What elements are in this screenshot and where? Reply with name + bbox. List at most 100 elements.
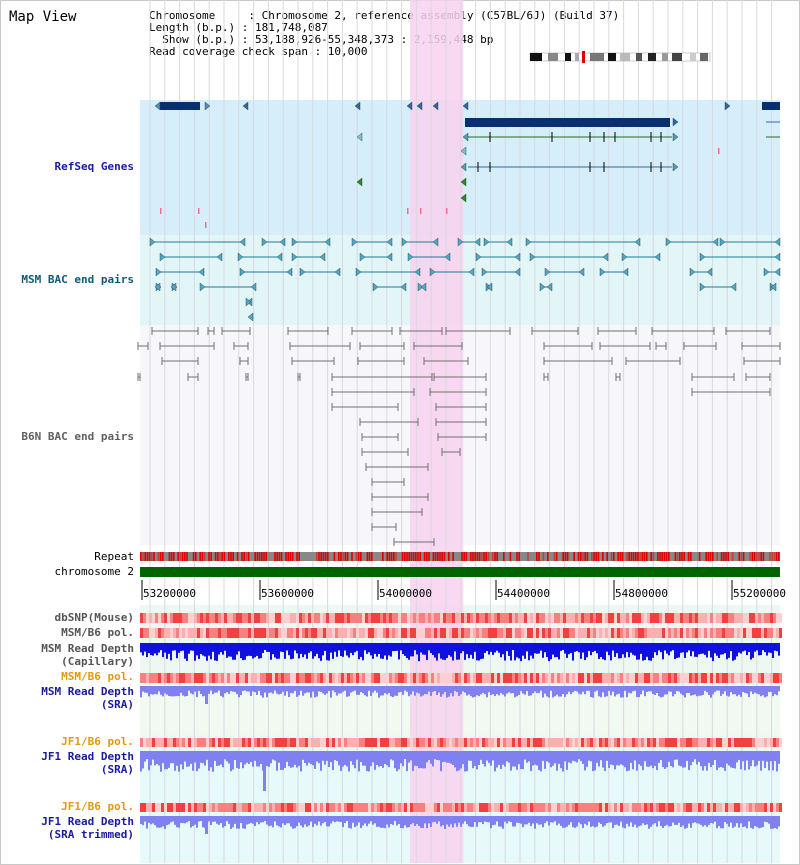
dbsnp-heat: [326, 613, 329, 623]
repeat-element: [423, 552, 426, 561]
msm-sra-depth: [574, 686, 576, 691]
msm-b6-pol-heat: [287, 628, 290, 638]
jf1-b6-pol-heat: [218, 738, 221, 747]
jf1-b6-pol-2-heat: [332, 803, 335, 812]
jf1-b6-pol-heat: [476, 738, 479, 747]
dbsnp-heat: [377, 613, 380, 623]
msm-b6-pol-2-heat: [335, 673, 338, 683]
msm-sra-depth: [456, 686, 458, 693]
msm-read-depth-sra-label[interactable]: MSM Read Depth: [41, 685, 134, 698]
msm-capillary-depth: [770, 643, 772, 653]
msm-sra-depth: [182, 686, 184, 696]
jf1-sra-depth: [678, 751, 680, 766]
msm-b6-pol-heat: [599, 628, 602, 638]
msm-b6-pol-2-heat: [593, 673, 596, 683]
jf1-b6-pol-2-label[interactable]: JF1/B6 pol.: [61, 800, 134, 813]
msm-capillary-depth: [574, 643, 576, 652]
msm-b6-pol-heat: [458, 628, 461, 638]
msm-capillary-depth: [366, 643, 368, 654]
refseq-genes-label[interactable]: RefSeq Genes: [54, 160, 134, 173]
msm-capillary-depth: [352, 643, 354, 656]
msm-sra-depth: [198, 686, 200, 691]
msm-sra-depth: [624, 686, 626, 691]
repeat-element: [261, 552, 263, 561]
jf1-trim-depth: [456, 816, 458, 827]
msm-sra-depth: [234, 686, 236, 693]
msm-sra-depth: [708, 686, 710, 695]
msm-b6-pol-heat: [569, 628, 572, 638]
msm-capillary-depth: [642, 643, 644, 661]
msm-sra-depth: [562, 686, 564, 695]
jf1-b6-pol-heat: [647, 738, 650, 747]
jf1-b6-pol-heat: [569, 738, 572, 747]
dbsnp-label[interactable]: dbSNP(Mouse): [54, 611, 134, 624]
msm-sra-depth: [228, 686, 230, 694]
jf1-trim-depth: [586, 816, 588, 826]
b6n-bac-label[interactable]: B6N BAC end pairs: [21, 430, 134, 443]
dbsnp-heat: [542, 613, 545, 623]
dbsnp-heat: [383, 613, 386, 623]
jf1-trim-depth: [356, 816, 358, 826]
dbsnp-heat: [389, 613, 392, 623]
msm-capillary-depth: [628, 643, 630, 658]
msm-b6-pol-heat: [515, 628, 518, 638]
jf1-b6-pol-2-heat: [449, 803, 452, 812]
jf1-b6-pol-2-heat: [518, 803, 521, 812]
jf1-b6-pol-label[interactable]: JF1/B6 pol.: [61, 735, 134, 748]
msm-capillary-depth: [178, 643, 180, 653]
dbsnp-heat: [455, 613, 458, 623]
jf1-sra-depth: [200, 751, 202, 763]
repeat-element: [769, 552, 771, 561]
msm-sra-depth: [774, 686, 776, 695]
msm-sra-depth: [266, 686, 268, 698]
msm-sra-depth: [620, 686, 622, 698]
msm-b6-pol-2-heat: [590, 673, 593, 683]
jf1-sra-depth: [722, 751, 724, 768]
dbsnp-heat: [407, 613, 410, 623]
msm-b6-pol-2-label[interactable]: MSM/B6 pol.: [61, 670, 134, 683]
jf1-trim-depth: [498, 816, 500, 827]
dbsnp-heat: [308, 613, 311, 623]
jf1-sra-depth: [514, 751, 516, 767]
repeat-element: [199, 552, 201, 561]
msm-capillary-depth: [670, 643, 672, 652]
repeat-element: [690, 552, 692, 561]
jf1-trim-depth: [436, 816, 438, 824]
dbsnp-heat: [239, 613, 242, 623]
dbsnp-heat: [311, 613, 314, 623]
repeat-element: [368, 552, 371, 561]
msm-sra-depth: [674, 686, 676, 695]
dbsnp-heat: [464, 613, 467, 623]
msm-b6-pol-heat: [407, 628, 410, 638]
msm-sra-depth: [604, 686, 606, 697]
jf1-sra-depth: [662, 751, 664, 768]
dbsnp-heat: [347, 613, 350, 623]
msm-b6-pol-2-heat: [689, 673, 692, 683]
bac-end-marker: [286, 267, 293, 277]
jf1-sra-depth: [274, 751, 276, 761]
msm-b6-pol-label[interactable]: MSM/B6 pol.: [61, 626, 134, 639]
msm-capillary-depth: [516, 643, 518, 658]
dbsnp-heat: [725, 613, 728, 623]
jf1-b6-pol-2-heat: [743, 803, 746, 812]
msm-b6-pol-heat: [284, 628, 287, 638]
jf1-read-depth-trim-label[interactable]: JF1 Read Depth: [41, 815, 134, 828]
jf1-b6-pol-2-heat: [248, 803, 251, 812]
dbsnp-heat: [686, 613, 689, 623]
jf1-trim-depth: [490, 816, 492, 829]
dbsnp-heat: [359, 613, 362, 623]
view-title: Map View: [9, 9, 77, 25]
jf1-trim-depth: [536, 816, 538, 824]
jf1-read-depth-sra-label[interactable]: JF1 Read Depth: [41, 750, 134, 763]
msm-read-depth-cap-label[interactable]: MSM Read Depth: [41, 642, 134, 655]
msm-b6-pol-heat: [713, 628, 716, 638]
jf1-sra-depth: [724, 751, 726, 771]
ideogram-band: [548, 53, 558, 61]
jf1-b6-pol-heat: [410, 738, 413, 747]
msm-capillary-depth: [180, 643, 182, 652]
msm-sra-depth: [778, 686, 780, 692]
msm-b6-pol-heat: [386, 628, 389, 638]
msm-bac-label[interactable]: MSM BAC end pairs: [21, 273, 134, 286]
msm-b6-pol-2-heat: [194, 673, 197, 683]
jf1-trim-depth: [532, 816, 534, 824]
